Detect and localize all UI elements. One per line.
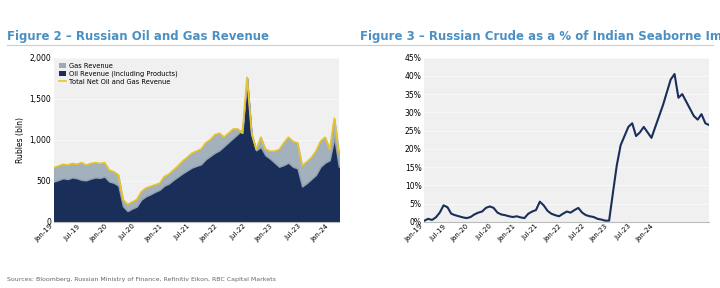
Legend: Gas Revenue, Oil Revenue (Including Products), Total Net Oil and Gas Revenue: Gas Revenue, Oil Revenue (Including Prod… (58, 61, 179, 87)
Text: Figure 3 – Russian Crude as a % of Indian Seaborne Imports: Figure 3 – Russian Crude as a % of India… (360, 30, 720, 43)
Text: Figure 2 – Russian Oil and Gas Revenue: Figure 2 – Russian Oil and Gas Revenue (7, 30, 269, 43)
Text: Sources: Bloomberg, Russian Ministry of Finance, Refinitiv Eikon, RBC Capital Ma: Sources: Bloomberg, Russian Ministry of … (7, 277, 276, 282)
Y-axis label: Rubles (bln): Rubles (bln) (17, 117, 25, 163)
